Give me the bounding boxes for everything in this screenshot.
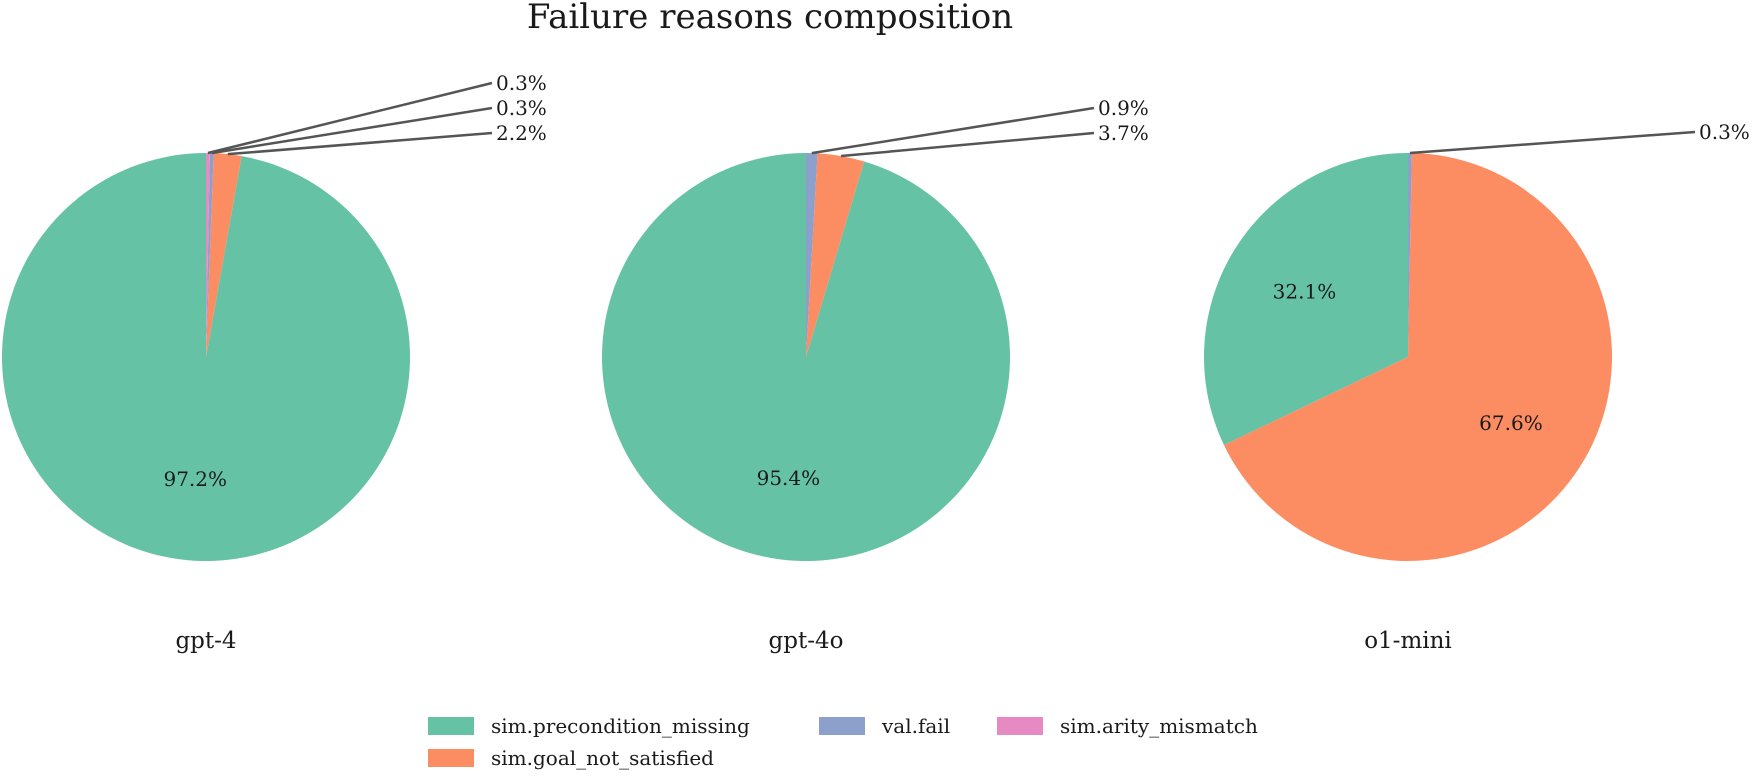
legend-entry: sim.precondition_missing bbox=[428, 714, 750, 738]
slice-sim-arity-mismatch bbox=[206, 153, 210, 357]
pie-o1-mini: 32.1% 67.6% 0.3% o1-mini bbox=[1204, 120, 1750, 654]
legend-label: sim.precondition_missing bbox=[491, 714, 750, 738]
legend-swatch bbox=[428, 717, 474, 735]
slice-pct-label: 0.3% bbox=[1699, 120, 1750, 144]
slice-pct-label: 95.4% bbox=[757, 466, 821, 490]
slice-pct-label: 2.2% bbox=[496, 121, 547, 145]
slice-sim-precondition-missing bbox=[1204, 153, 1408, 446]
slice-val-fail bbox=[1408, 153, 1412, 357]
legend: sim.precondition_missing sim.goal_not_sat… bbox=[428, 714, 1258, 770]
slice-val-fail bbox=[206, 153, 214, 357]
chart-title: Failure reasons composition bbox=[527, 0, 1013, 37]
legend-label: sim.arity_mismatch bbox=[1060, 714, 1258, 738]
legend-swatch bbox=[428, 749, 474, 767]
leader-line bbox=[227, 131, 493, 156]
slice-sim-goal-not-satisfied bbox=[806, 153, 865, 357]
pie-gpt-4o: 95.4% 0.9%3.7% gpt-4o bbox=[602, 96, 1149, 654]
slice-pct-label: 67.6% bbox=[1479, 411, 1543, 435]
pie-model-label: o1-mini bbox=[1364, 628, 1452, 654]
slice-sim-goal-not-satisfied bbox=[206, 153, 242, 357]
slice-pct-label: 0.3% bbox=[496, 96, 547, 120]
slice-val-fail bbox=[806, 153, 818, 357]
legend-label: val.fail bbox=[881, 714, 950, 738]
slice-pct-label: 0.9% bbox=[1098, 96, 1149, 120]
pie-gpt-4: 97.2%0.3%0.3%2.2%gpt-4 bbox=[1, 71, 547, 654]
legend-entry: sim.arity_mismatch bbox=[997, 714, 1258, 738]
leader-line bbox=[1409, 130, 1696, 155]
slice-sim-precondition-missing bbox=[1, 153, 410, 561]
legend-entry: val.fail bbox=[819, 714, 950, 738]
pie-model-label: gpt-4 bbox=[175, 628, 236, 654]
leader-line bbox=[211, 106, 493, 155]
leader-line bbox=[840, 131, 1095, 158]
legend-swatch bbox=[819, 717, 865, 735]
legend-label: sim.goal_not_satisfied bbox=[491, 746, 714, 770]
pie-model-label: gpt-4o bbox=[769, 628, 844, 654]
slice-pct-label: 32.1% bbox=[1273, 280, 1337, 304]
leader-line bbox=[207, 81, 493, 155]
slice-pct-label: 97.2% bbox=[163, 467, 227, 491]
leader-line bbox=[811, 106, 1095, 155]
legend-entry: sim.goal_not_satisfied bbox=[428, 746, 714, 770]
slice-sim-goal-not-satisfied bbox=[1223, 153, 1613, 561]
legend-swatch bbox=[997, 717, 1043, 735]
slice-pct-label: 3.7% bbox=[1098, 121, 1149, 145]
slice-pct-label: 0.3% bbox=[496, 71, 547, 95]
